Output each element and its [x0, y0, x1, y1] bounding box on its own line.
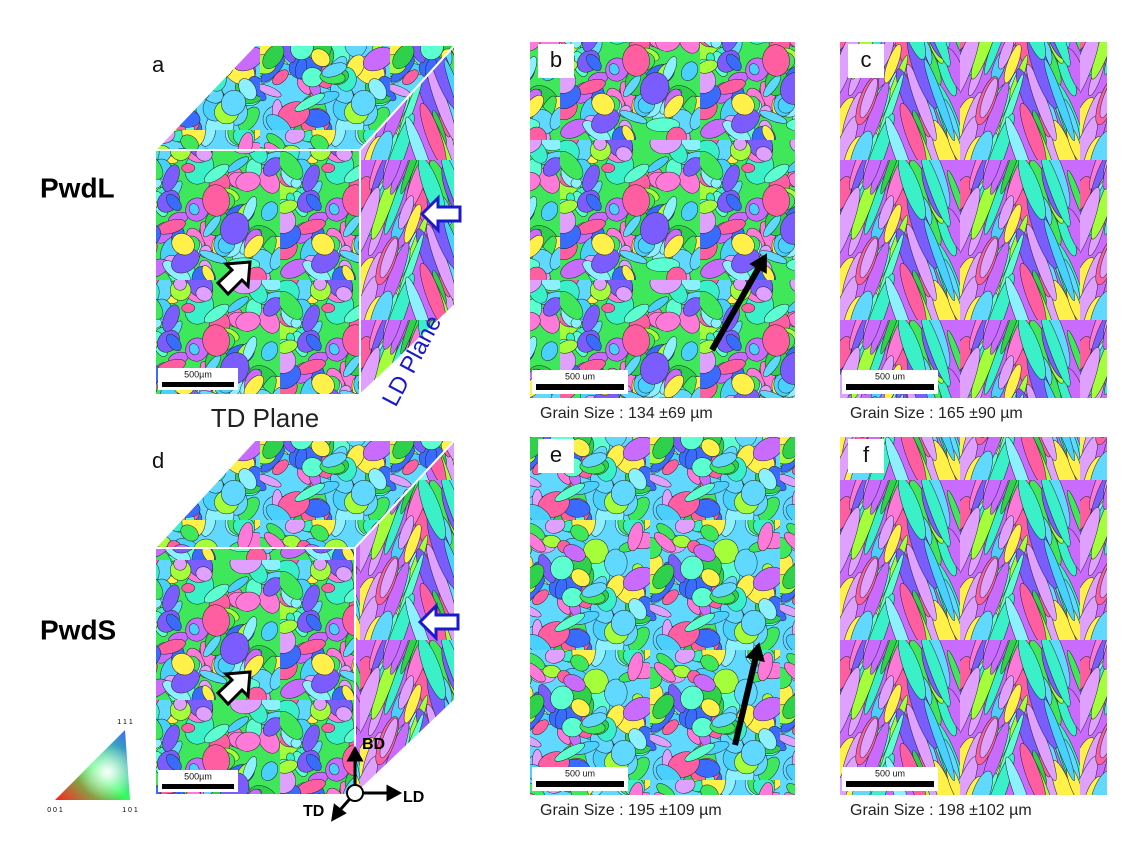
arrow: [419, 194, 462, 234]
arrow: [215, 670, 252, 707]
scale-label: 500 um: [875, 371, 905, 381]
arrow-head: [749, 253, 767, 274]
scale-label: 500 um: [875, 768, 905, 778]
scale-bar: [846, 781, 934, 787]
arrow: [215, 260, 252, 297]
cube-front: [154, 547, 356, 796]
scale-bar: [536, 384, 624, 390]
axis-label: LD: [403, 789, 424, 806]
map-image: [530, 437, 795, 795]
scale-label: 500 um: [565, 371, 595, 381]
maps: b 500 um Grain Size : 134 ±69 µm c 500 um Gra…: [530, 42, 1107, 819]
arrow: [732, 651, 760, 746]
caption: Grain Size : 198 ±102 µm: [850, 802, 1032, 819]
scale-bar: [846, 384, 934, 390]
arrow: [417, 602, 460, 642]
row-label: PwdS: [40, 614, 116, 645]
ipf-label: 1 0 1: [122, 807, 138, 814]
panel-letter: f: [863, 442, 870, 467]
letter-box: [848, 439, 884, 473]
plane-label: TD Plane: [211, 403, 319, 433]
ebsd-map: f 500 um Grain Size : 198 ±102 µm: [840, 437, 1107, 819]
arrow-head: [745, 642, 765, 663]
arrow-head: [346, 745, 364, 762]
ipf-triangle: [55, 730, 130, 800]
map-image: [530, 42, 795, 398]
map-image: [840, 42, 1107, 398]
cube: 500µm: [152, 42, 462, 398]
panel-letter: e: [550, 442, 562, 467]
axis-label: TD: [303, 803, 324, 820]
arrow-head: [386, 784, 403, 802]
scale-bar: [162, 382, 234, 387]
axis-origin: [346, 784, 364, 802]
ipf-label: 1 1 1: [117, 719, 133, 726]
ipf-label: 0 0 1: [47, 807, 63, 814]
arrow: [709, 260, 765, 352]
axes-icon: [331, 745, 403, 822]
cube-front: [154, 149, 361, 396]
caption: Grain Size : 165 ±90 µm: [850, 405, 1023, 422]
panel-letter: b: [550, 47, 562, 72]
scale-label: 500µm: [184, 771, 212, 781]
cube: 500µm: [152, 437, 460, 798]
axis-label: BD: [362, 736, 385, 753]
map-image: [840, 437, 1107, 795]
panel-letter: c: [861, 47, 872, 72]
row-label: PwdL: [40, 172, 115, 203]
arrow-head: [331, 803, 347, 822]
panel-letter: a: [152, 52, 165, 77]
ebsd-map: e 500 um Grain Size : 195 ±109 µm: [530, 437, 795, 819]
caption: Grain Size : 195 ±109 µm: [540, 802, 722, 819]
caption: Grain Size : 134 ±69 µm: [540, 405, 713, 422]
ebsd-map: b 500 um Grain Size : 134 ±69 µm: [530, 42, 795, 422]
scale-bar: [536, 781, 624, 787]
letter-box: [538, 439, 574, 473]
scale-label: 500 um: [565, 768, 595, 778]
letter-box: [848, 44, 884, 78]
letter-box: [538, 44, 574, 78]
scale-label: 500µm: [184, 369, 212, 379]
panel-letter: d: [152, 448, 164, 473]
scale-bar: [162, 784, 234, 789]
ebsd-map: c 500 um Grain Size : 165 ±90 µm: [840, 42, 1107, 422]
